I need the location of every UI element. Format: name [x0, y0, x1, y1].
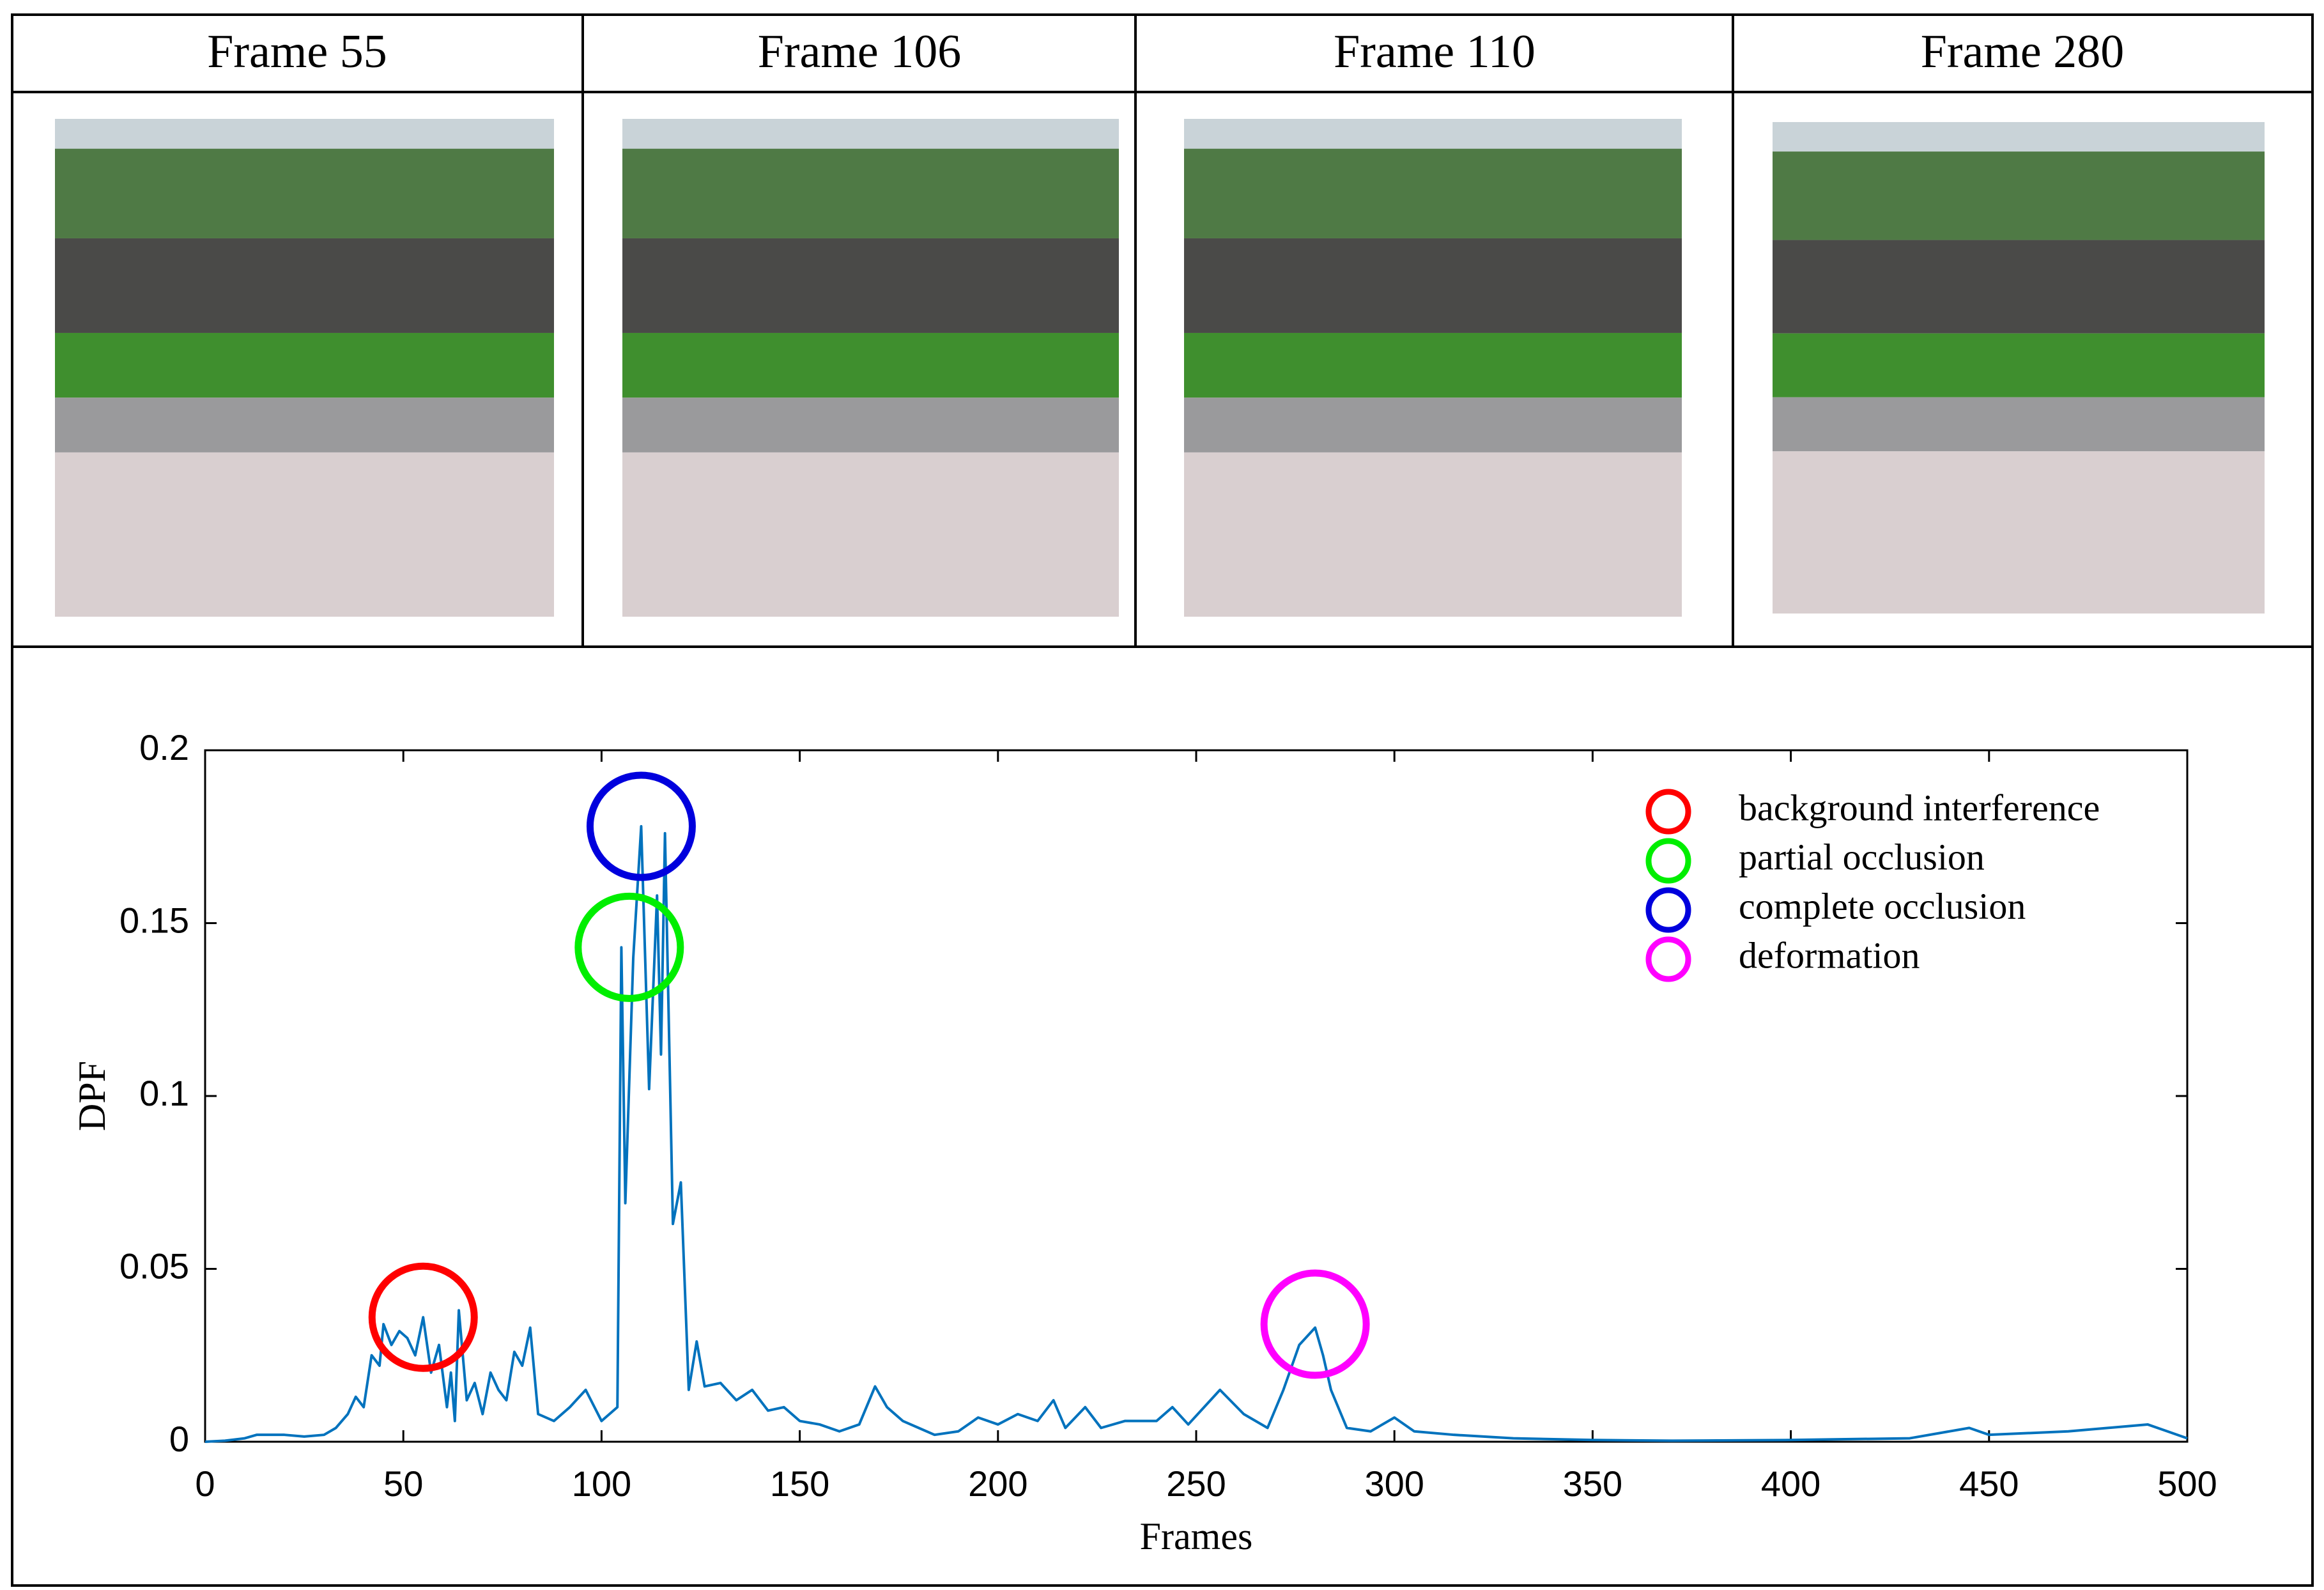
frame-photo — [622, 119, 1119, 617]
data-line — [204, 825, 2188, 1443]
legend-symbol — [1645, 838, 1691, 884]
annotation-circle — [368, 1262, 478, 1372]
x-tick-label: 50 — [383, 1463, 423, 1504]
annotation-circle — [586, 771, 696, 881]
legend-symbol — [1645, 887, 1691, 933]
panel-title: Frame 280 — [1921, 26, 2125, 78]
legend-label: deformation — [1739, 934, 1920, 976]
y-tick-label: 0.1 — [139, 1073, 189, 1113]
y-tick-label: 0.15 — [119, 900, 189, 940]
y-tick-label: 0.05 — [119, 1246, 189, 1286]
y-tick-label: 0 — [169, 1419, 189, 1459]
x-tick-label: 300 — [1364, 1463, 1424, 1504]
annotation-circle — [1260, 1269, 1370, 1379]
annotation-circle — [574, 892, 684, 1002]
chart: 0 50 100 150 200 250 300 350 400 450 500 0 0.05 0.1 0.… — [71, 727, 2217, 1557]
panel-title: Frame 106 — [758, 26, 962, 78]
panel-title: Frame 110 — [1334, 26, 1535, 78]
x-tick-label: 0 — [195, 1463, 215, 1504]
x-tick-label: 200 — [968, 1463, 1027, 1504]
y-tick-label: 0.2 — [139, 727, 189, 768]
panel-title: Frame 55 — [207, 26, 387, 78]
legend-label: complete occlusion — [1739, 885, 2026, 927]
legend-symbol — [1645, 789, 1691, 835]
x-axis-label: Frames — [1140, 1515, 1253, 1557]
x-tick-label: 350 — [1563, 1463, 1622, 1504]
frame-photo — [1184, 119, 1682, 617]
x-tick-label: 100 — [572, 1463, 631, 1504]
legend-label: background interference — [1739, 787, 2100, 828]
x-tick-label: 150 — [770, 1463, 829, 1504]
legend-label: partial occlusion — [1739, 836, 1985, 877]
x-tick-label: 400 — [1761, 1463, 1820, 1504]
x-tick-label: 250 — [1166, 1463, 1226, 1504]
legend-symbol — [1645, 936, 1691, 982]
y-axis-label: DPF — [71, 1061, 113, 1131]
x-tick-label: 500 — [2157, 1463, 2217, 1504]
x-tick-label: 450 — [1959, 1463, 2019, 1504]
frame-photo — [55, 119, 554, 617]
frame-photo — [1773, 122, 2265, 614]
